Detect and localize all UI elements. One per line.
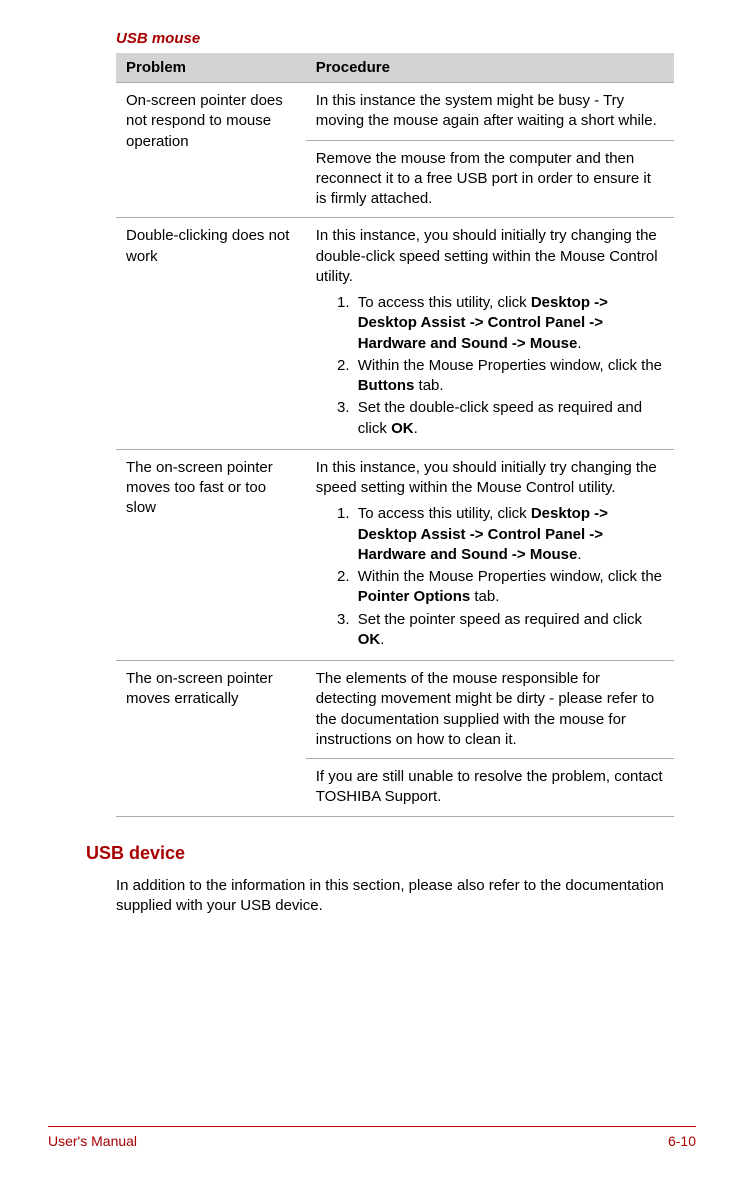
col-header-problem: Problem xyxy=(116,53,306,83)
footer-title: User's Manual xyxy=(48,1133,137,1149)
page: USB mouse Problem Procedure On-screen po… xyxy=(0,0,744,1179)
table-header-row: Problem Procedure xyxy=(116,53,674,83)
cell-procedure: The elements of the mouse responsible fo… xyxy=(306,661,674,759)
cell-procedure: In this instance, you should initially t… xyxy=(306,449,674,660)
list-item: To access this utility, click Desktop ->… xyxy=(354,293,664,354)
cell-procedure: In this instance the system might be bus… xyxy=(306,83,674,141)
list-item: To access this utility, click Desktop ->… xyxy=(354,504,664,565)
content-area: USB mouse Problem Procedure On-screen po… xyxy=(70,30,674,916)
footer-page-number: 6-10 xyxy=(668,1133,696,1149)
page-footer: User's Manual 6-10 xyxy=(48,1126,696,1149)
table-row: The on-screen pointer moves too fast or … xyxy=(116,449,674,660)
cell-procedure: Remove the mouse from the computer and t… xyxy=(306,140,674,218)
cell-problem: The on-screen pointer moves erratically xyxy=(116,661,306,817)
cell-procedure: In this instance, you should initially t… xyxy=(306,218,674,450)
col-header-procedure: Procedure xyxy=(306,53,674,83)
cell-problem: On-screen pointer does not respond to mo… xyxy=(116,83,306,218)
heading-usb-mouse: USB mouse xyxy=(116,30,674,47)
usb-device-paragraph: In addition to the information in this s… xyxy=(116,876,674,917)
procedure-steps: To access this utility, click Desktop ->… xyxy=(316,504,664,650)
procedure-intro: In this instance, you should initially t… xyxy=(316,227,658,285)
heading-usb-device: USB device xyxy=(86,843,674,864)
table-row: Double-clicking does not work In this in… xyxy=(116,218,674,450)
table-row: On-screen pointer does not respond to mo… xyxy=(116,83,674,141)
list-item: Set the double-click speed as required a… xyxy=(354,398,664,439)
cell-procedure: If you are still unable to resolve the p… xyxy=(306,759,674,817)
list-item: Set the pointer speed as required and cl… xyxy=(354,610,664,651)
list-item: Within the Mouse Properties window, clic… xyxy=(354,356,664,397)
troubleshoot-table: Problem Procedure On-screen pointer does… xyxy=(116,53,674,817)
table-row: The on-screen pointer moves erratically … xyxy=(116,661,674,759)
list-item: Within the Mouse Properties window, clic… xyxy=(354,567,664,608)
cell-problem: The on-screen pointer moves too fast or … xyxy=(116,449,306,660)
procedure-steps: To access this utility, click Desktop ->… xyxy=(316,293,664,439)
cell-problem: Double-clicking does not work xyxy=(116,218,306,450)
procedure-intro: In this instance, you should initially t… xyxy=(316,459,657,496)
